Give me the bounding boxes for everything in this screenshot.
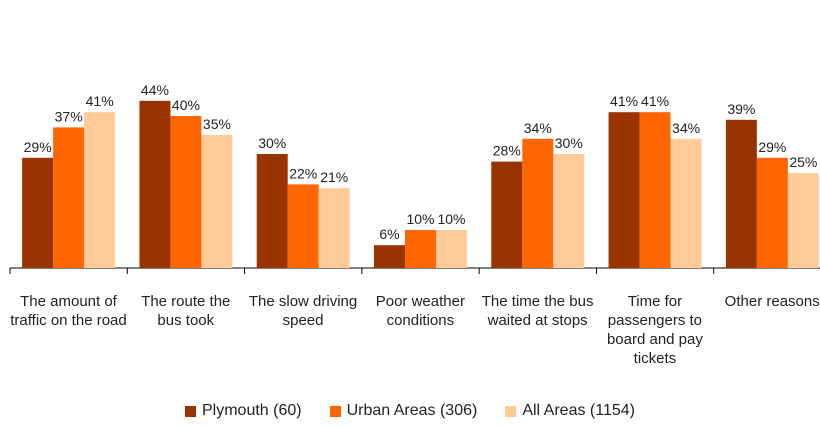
value-label: 35%	[203, 116, 231, 132]
bar	[318, 188, 350, 268]
x-tick-label: The time the bus waited at stops	[481, 293, 594, 329]
x-tick-label: The slow driving speed	[248, 293, 358, 329]
bar	[22, 157, 54, 268]
legend-swatch	[185, 405, 196, 417]
legend-label: All Areas (1154)	[522, 402, 635, 419]
bar	[374, 245, 405, 268]
bar	[84, 112, 116, 268]
value-label: 44%	[141, 82, 169, 98]
x-tick-label: The amount of traffic on the road	[10, 293, 127, 329]
bar	[170, 116, 202, 268]
value-label: 29%	[758, 139, 786, 155]
value-label: 39%	[727, 101, 755, 117]
value-label: 41%	[86, 93, 114, 109]
value-label: 10%	[437, 211, 465, 227]
value-label: 30%	[555, 135, 583, 151]
bar	[522, 138, 554, 268]
value-label: 34%	[524, 120, 552, 136]
bar	[725, 119, 757, 268]
bar	[201, 135, 233, 268]
bar	[436, 230, 467, 268]
legend: Plymouth (60) Urban Areas (306) All Areas …	[0, 402, 820, 420]
bar	[670, 138, 702, 268]
value-label: 40%	[172, 97, 200, 113]
value-label: 30%	[258, 135, 286, 151]
bar	[405, 230, 436, 268]
value-label: 10%	[406, 211, 434, 227]
value-label: 21%	[320, 169, 348, 185]
legend-label: Plymouth (60)	[202, 402, 302, 419]
bar	[287, 184, 319, 268]
x-tick-label: The route the bus took	[141, 293, 231, 329]
value-label: 28%	[493, 143, 521, 159]
value-label: 29%	[24, 139, 52, 155]
bar	[139, 100, 171, 268]
legend-label: Urban Areas (306)	[346, 402, 478, 419]
bar	[608, 112, 640, 268]
legend-swatch	[505, 405, 517, 417]
bar	[256, 154, 288, 268]
bar	[53, 127, 85, 269]
legend-item: Urban Areas (306)	[329, 402, 478, 420]
legend-swatch	[329, 405, 341, 417]
bar	[491, 161, 523, 268]
value-label: 41%	[610, 93, 638, 109]
legend-item: Plymouth (60)	[185, 402, 302, 420]
bar	[787, 173, 819, 268]
value-label: 41%	[641, 93, 669, 109]
value-label: 34%	[672, 120, 700, 136]
x-tick-label: Other reasons	[724, 293, 820, 310]
value-label: 25%	[789, 154, 817, 170]
bar	[639, 112, 671, 268]
bar	[756, 157, 788, 268]
value-label: 6%	[379, 226, 399, 242]
x-tick-label: Poor weather conditions	[375, 293, 465, 329]
bar	[553, 154, 585, 268]
value-label: 37%	[55, 108, 83, 124]
value-label: 22%	[289, 165, 317, 181]
legend-item: All Areas (1154)	[505, 402, 635, 420]
x-tick-label: Time for passengers to board and pay tic…	[606, 293, 703, 367]
